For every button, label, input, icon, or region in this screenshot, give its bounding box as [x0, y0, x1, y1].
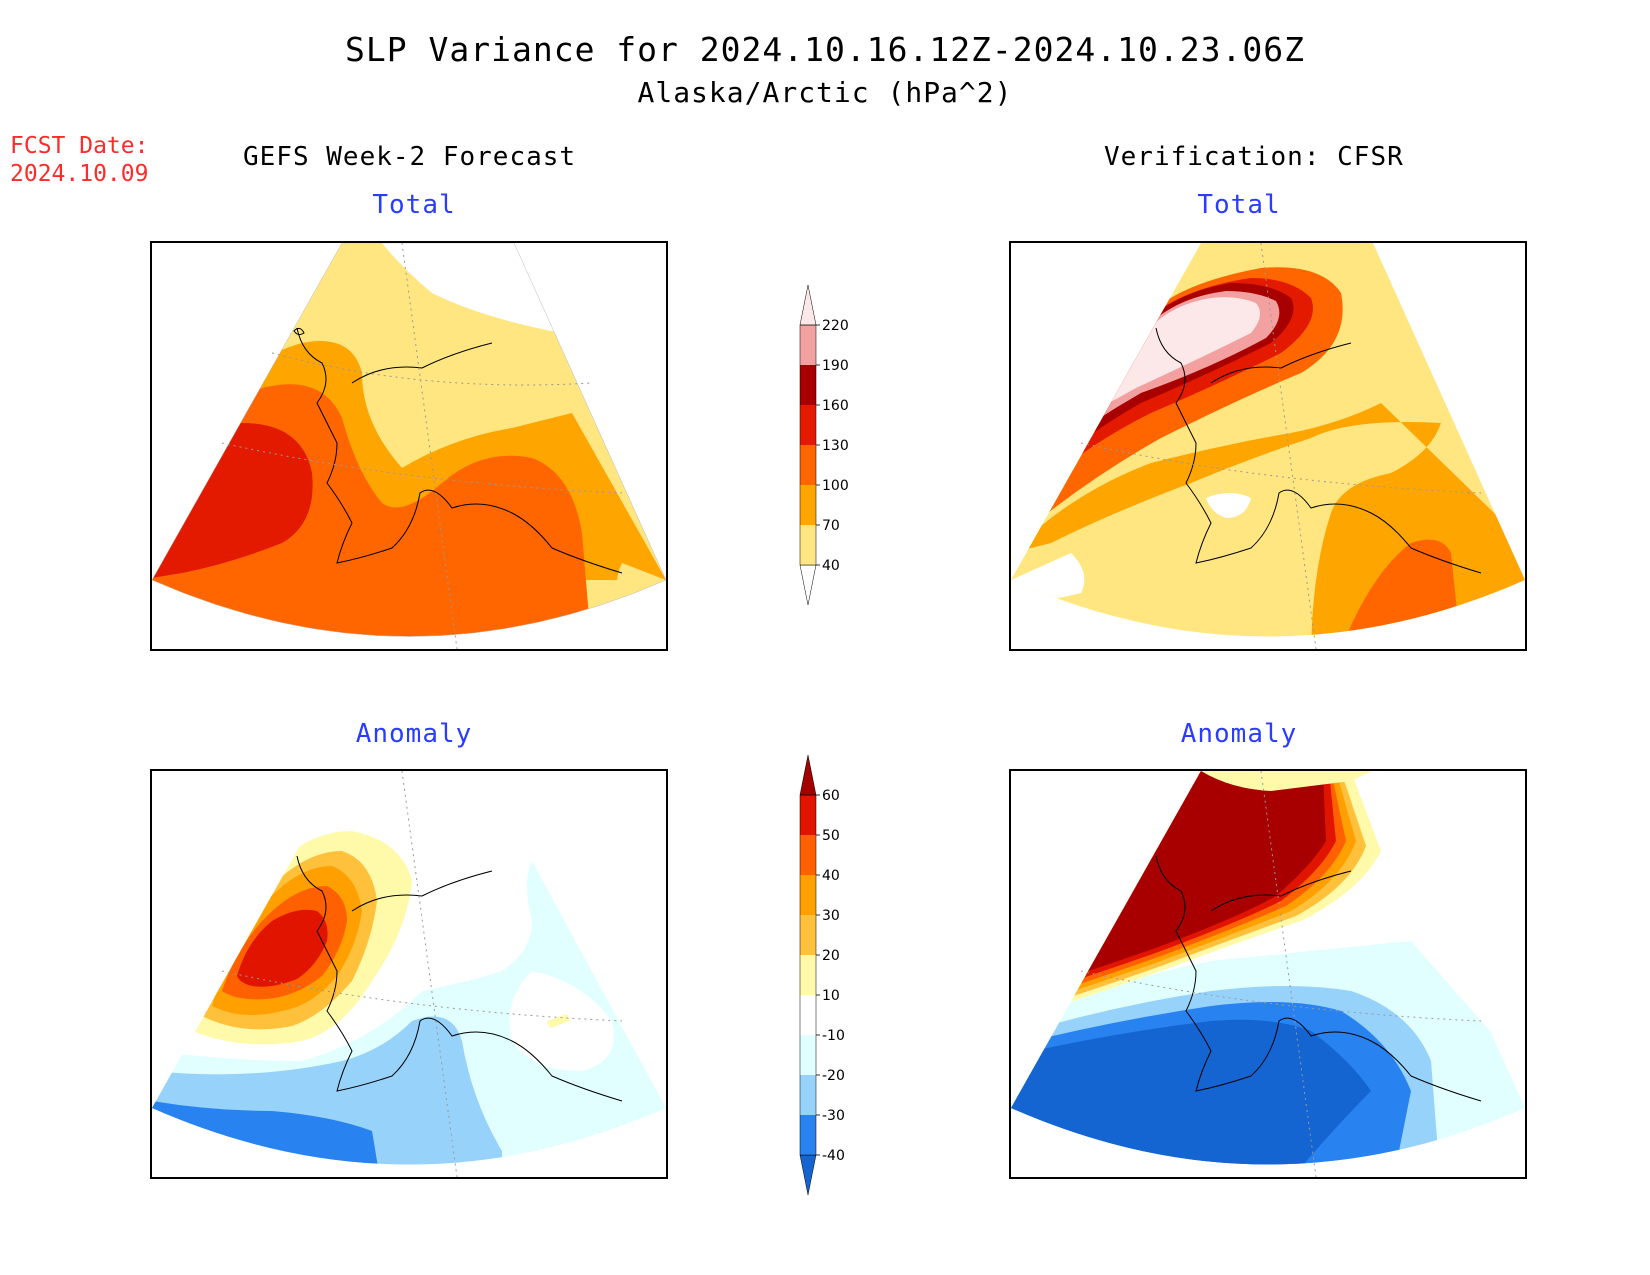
total-colorbar-swatch — [800, 485, 816, 525]
coastline — [1155, 327, 1482, 574]
region-light-pink — [1011, 297, 1260, 468]
total-colorbar-tick-label: 190 — [822, 358, 849, 374]
verification-total-map — [1009, 241, 1527, 651]
total-colorbar: 40 70 100 130 160 190 220 — [799, 284, 849, 606]
anomaly-colorbar-swatch — [800, 835, 816, 875]
anomaly-colorbar-tick-label: -30 — [822, 1108, 845, 1124]
verification-column-title: Verification: CFSR — [1104, 142, 1404, 172]
total-colorbar-swatch — [800, 445, 816, 485]
graticule — [401, 771, 458, 1177]
anomaly-colorbar-tick-label: 10 — [822, 988, 840, 1004]
anomaly-colorbar-tick-label: 60 — [822, 788, 840, 804]
region-yellow-edge — [617, 563, 666, 603]
graticule — [271, 352, 593, 386]
region-no-data — [382, 243, 562, 333]
forecast-total-label: Total — [372, 190, 456, 220]
island — [293, 327, 305, 336]
anomaly-colorbar-swatch — [800, 995, 816, 1035]
verification-anomaly-map — [1009, 769, 1527, 1179]
border-line — [351, 870, 493, 912]
total-colorbar-tick-label: 130 — [822, 438, 849, 454]
graticule — [221, 970, 623, 1022]
anomaly-colorbar-swatch — [800, 875, 816, 915]
map-boundary — [152, 243, 666, 637]
anomaly-colorbar-swatch — [800, 1035, 816, 1075]
forecast-anomaly-label: Anomaly — [355, 719, 473, 749]
coastline — [1155, 855, 1482, 1102]
forecast-column-title: GEFS Week-2 Forecast — [243, 142, 577, 172]
region-no-data-top — [1201, 771, 1373, 791]
anomaly-colorbar-swatch — [799, 1154, 817, 1196]
anomaly-colorbar-swatch — [799, 754, 817, 796]
verification-anomaly-label: Anomaly — [1180, 719, 1298, 749]
total-colorbar-tick-label: 220 — [822, 318, 849, 334]
border-line — [1210, 342, 1352, 384]
forecast-total-map — [150, 241, 668, 651]
anomaly-colorbar-swatch — [800, 915, 816, 955]
total-colorbar-swatch — [800, 405, 816, 445]
graticule — [221, 442, 623, 494]
total-colorbar-swatch — [800, 525, 816, 565]
fcst-date-label: FCST Date: — [10, 133, 149, 159]
total-colorbar-tick-label: 70 — [822, 518, 840, 534]
anomaly-colorbar-swatch — [800, 955, 816, 995]
anomaly-colorbar-tick-label: 50 — [822, 828, 840, 844]
coastline — [296, 327, 623, 574]
coastline — [296, 855, 623, 1102]
main-title: SLP Variance for 2024.10.16.12Z-2024.10.… — [345, 30, 1305, 69]
anomaly-colorbar-tick-label: -20 — [822, 1068, 845, 1084]
anomaly-colorbar-swatch — [800, 1115, 816, 1155]
total-colorbar-tick-label: 40 — [822, 558, 840, 574]
graticule — [1080, 442, 1482, 494]
subtitle: Alaska/Arctic (hPa^2) — [637, 76, 1013, 109]
verification-total-label: Total — [1197, 190, 1281, 220]
fcst-date-value: 2024.10.09 — [10, 161, 149, 187]
anomaly-colorbar-outline — [799, 794, 817, 1156]
total-colorbar-tick-label: 160 — [822, 398, 849, 414]
region-no-data-bay — [1206, 493, 1251, 518]
graticule — [1260, 243, 1317, 649]
total-colorbar-swatch — [799, 564, 817, 606]
total-colorbar-swatch — [800, 365, 816, 405]
region-light-yellow-spot — [547, 1014, 570, 1028]
border-line — [351, 342, 493, 384]
graticule — [1260, 771, 1317, 1177]
anomaly-colorbar: -40 -30 -20 -10 10 20 30 40 50 60 — [799, 754, 845, 1196]
forecast-anomaly-map — [150, 769, 668, 1179]
anomaly-colorbar-swatch — [800, 795, 816, 835]
total-colorbar-tick-label: 100 — [822, 478, 849, 494]
anomaly-colorbar-tick-label: 30 — [822, 908, 840, 924]
graticule — [401, 243, 458, 649]
region-red — [237, 909, 328, 987]
anomaly-colorbar-tick-label: 20 — [822, 948, 840, 964]
anomaly-colorbar-tick-label: 40 — [822, 868, 840, 884]
anomaly-colorbar-tick-label: -40 — [822, 1148, 845, 1164]
total-colorbar-swatch — [800, 325, 816, 365]
graticule — [1080, 970, 1482, 1022]
region-mid-blue — [152, 1101, 382, 1165]
anomaly-colorbar-tick-label: -10 — [822, 1028, 845, 1044]
border-line — [1210, 870, 1352, 912]
total-colorbar-swatch — [799, 284, 817, 326]
anomaly-colorbar-swatch — [800, 1075, 816, 1115]
